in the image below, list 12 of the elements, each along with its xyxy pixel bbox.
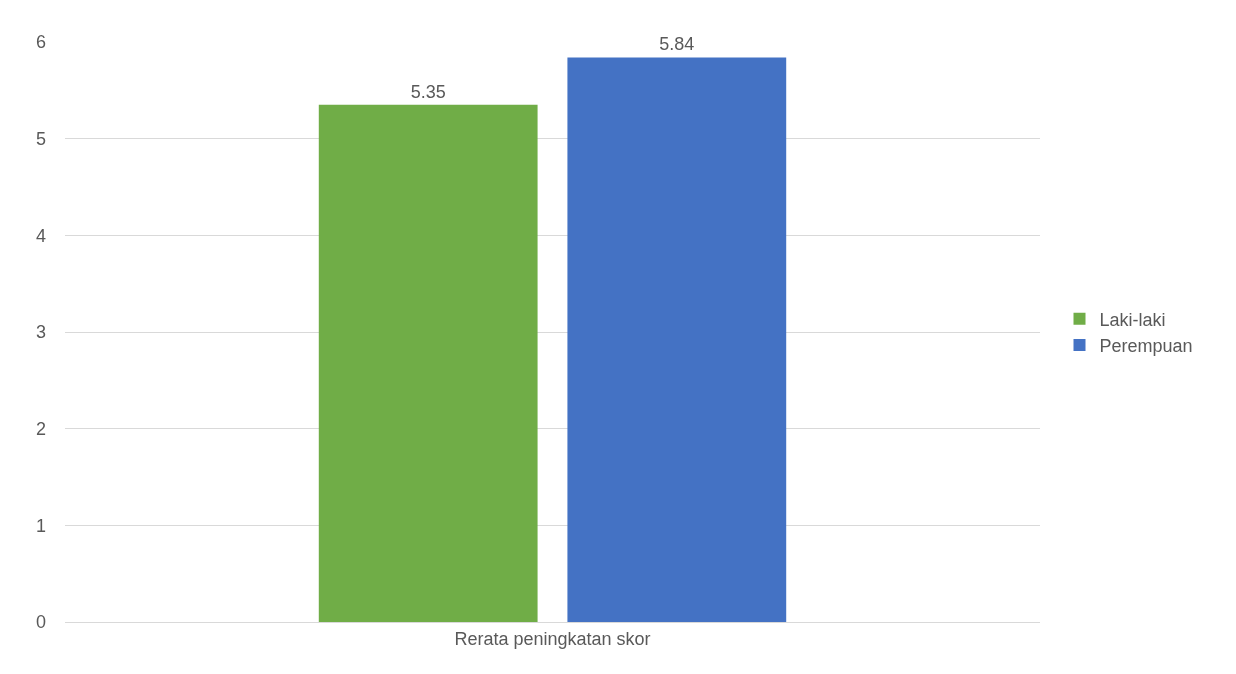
y-tick-label: 1 bbox=[35, 515, 46, 536]
y-tick-label: 6 bbox=[35, 32, 46, 53]
x-tick-label: Rerata peningkatan skor bbox=[454, 628, 651, 649]
y-tick-label: 3 bbox=[35, 322, 46, 343]
data-label: 5.35 bbox=[410, 81, 446, 102]
y-tick-label: 2 bbox=[35, 418, 46, 439]
data-label: 5.84 bbox=[659, 34, 695, 55]
y-tick-label: 5 bbox=[35, 128, 46, 149]
legend-label: Laki-laki bbox=[1099, 309, 1166, 330]
legend-label: Perempuan bbox=[1099, 336, 1193, 357]
y-tick-label: 0 bbox=[35, 612, 46, 633]
y-tick-label: 4 bbox=[35, 225, 46, 246]
